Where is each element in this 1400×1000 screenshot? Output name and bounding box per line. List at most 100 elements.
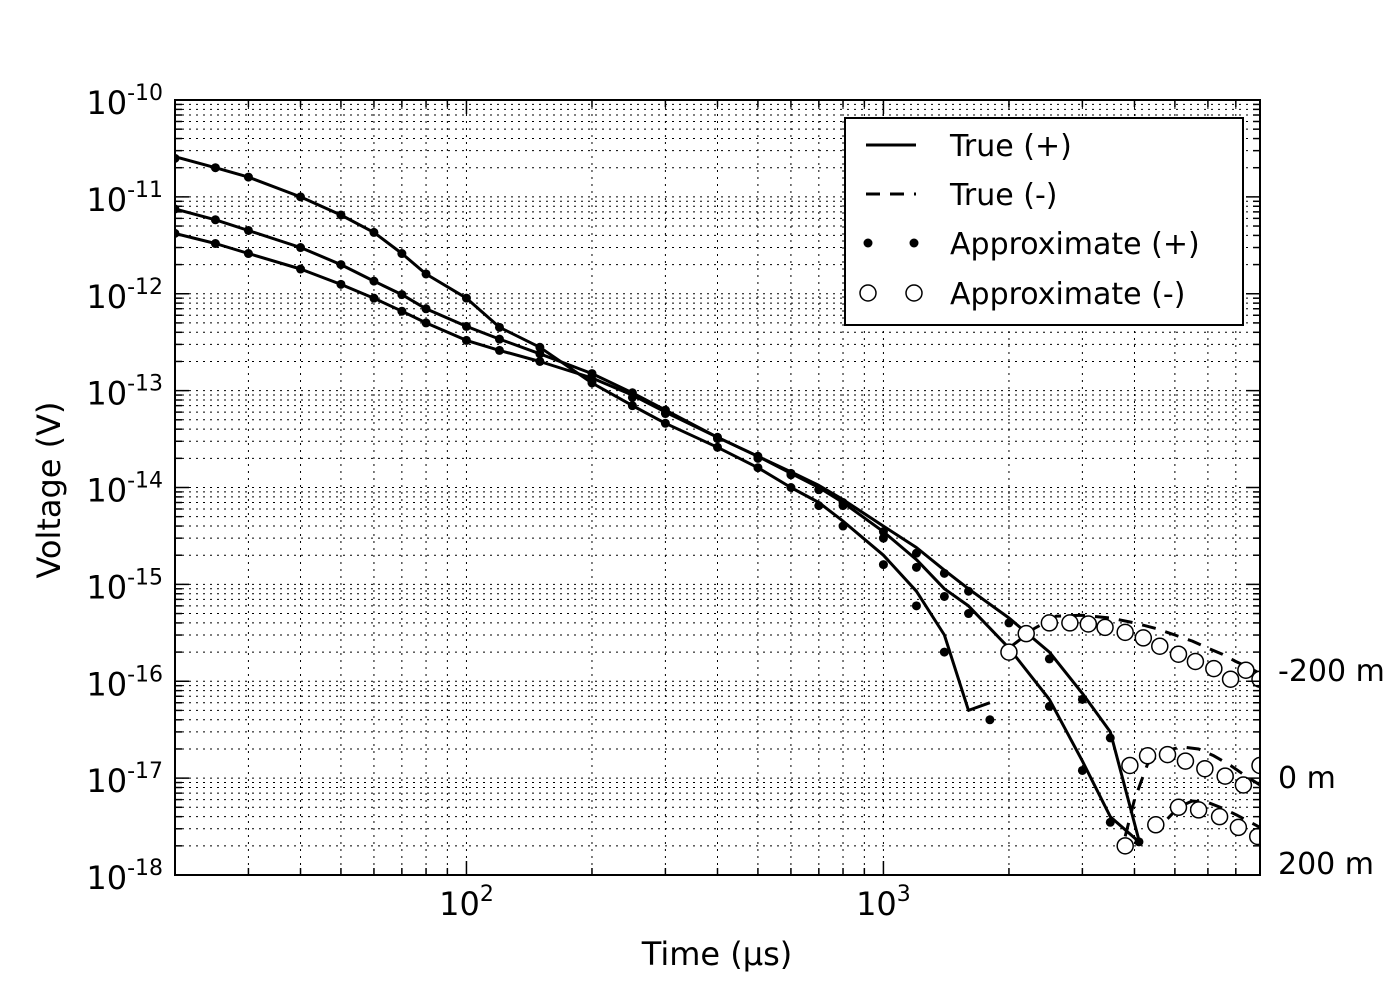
approx-pos-point [243,172,253,182]
approx-neg-point [1169,798,1188,817]
approx-neg-point [1061,614,1079,632]
legend-true-pos-label: True (+) [949,129,1072,164]
approx-pos-point [713,434,722,444]
approx-pos-point [397,290,407,300]
data-series [175,153,1260,855]
approx-pos-point [985,715,995,725]
approx-pos-point [397,249,407,259]
approx-pos-point [627,401,637,411]
y-tick-label: 10-13 [86,372,163,413]
approx-pos-point [814,501,824,511]
approx-pos-point [175,153,180,163]
approx-neg-point [1234,776,1253,794]
approx-pos-point [753,463,763,473]
approx-pos-point [878,527,888,537]
approx-neg-point [1147,816,1165,834]
approx-pos-point [838,521,848,531]
approx-pos-point [786,470,796,480]
approx-neg-point [1116,623,1134,642]
approx-neg-point [1121,756,1139,775]
approx-neg-point [1158,745,1177,764]
x-axis-label: Time (μs) [641,935,792,973]
legend-approx-neg-label: Approximate (-) [950,277,1185,312]
approx-neg-point [1138,747,1157,765]
approx-neg-point [1189,801,1208,819]
approx-pos-point [296,264,306,274]
approx-pos-point [421,318,431,328]
approx-neg-point [1079,615,1098,633]
approx-pos-point [397,306,407,316]
y-tick-label: 10-18 [86,856,163,897]
legend-approx-pos-label: Approximate (+) [950,227,1200,262]
legend: True (+) True (-) Approximate (+) Approx… [844,117,1244,326]
approx-pos-point [243,225,253,235]
approx-neg-point [1096,618,1114,637]
approx-pos-point [494,322,504,332]
true-pos-line-2 [175,231,1141,841]
approx-pos-point [627,392,637,402]
approx-pos-point [210,215,220,225]
approx-neg-point [1134,629,1153,647]
y-tick-label: 10-14 [86,469,163,510]
approx-pos-point [336,260,346,270]
approx-pos-point [786,483,796,492]
approx-pos-point [494,334,504,344]
approx-pos-point [964,609,974,619]
approx-pos-point [535,349,545,359]
approx-neg-point [1210,807,1229,826]
approx-neg-point [1017,624,1035,643]
annotation-200m: 200 m [1278,847,1374,882]
approx-neg-point [1151,637,1169,655]
approx-pos-point [461,335,471,345]
legend-approx-pos-dot-2 [909,238,919,248]
approx-neg-point [1237,661,1255,679]
x-tick-label: 103 [856,882,911,923]
x-tick-label: 102 [439,882,494,923]
approx-neg-point [1176,752,1195,770]
approx-pos-point [296,243,306,253]
tick-labels: 10-10 10-11 10-12 10-13 10-14 10-15 10-16 10-17… [86,81,910,923]
approx-neg-point [1251,756,1260,775]
y-tick-label: 10-11 [86,178,163,219]
y-tick-label: 10-15 [86,565,163,606]
approx-pos-point [494,345,504,355]
approx-pos-point [911,562,921,572]
approx-neg-point [1186,652,1205,671]
approx-pos-point [964,586,974,596]
approx-neg-point [1000,643,1018,661]
true-neg-line-8 [1166,799,1260,829]
approx-pos-point [660,409,670,419]
approx-neg-point [1169,645,1188,663]
approx-pos-point [243,249,253,259]
approx-pos-point [878,560,888,570]
approx-pos-point [939,647,949,657]
approx-pos-point [1105,733,1115,743]
approx-pos-point [1077,765,1087,775]
approx-neg-point [1040,614,1059,632]
approx-neg-point [1229,818,1248,837]
approx-pos-point [939,568,949,578]
legend-approx-neg-circle-1 [859,284,877,302]
legend-true-neg-label: True (-) [949,178,1058,213]
axis-ticks [174,100,1261,876]
approx-pos-point [1004,618,1014,628]
approx-neg-point [1205,659,1223,678]
approx-pos-point [369,293,379,303]
legend-approx-pos-dot-1 [863,238,873,248]
legend-approx-neg-circle-2 [905,284,923,302]
y-tick-label: 10-17 [86,759,163,800]
approx-pos-point [1105,817,1115,827]
approx-pos-point [535,342,545,352]
approx-pos-point [911,548,921,558]
y-tick-label: 10-10 [86,81,163,122]
approx-pos-point [421,269,431,279]
approx-pos-point [753,453,763,463]
approx-pos-point [421,304,431,314]
approx-pos-point [1044,654,1054,664]
approx-pos-point [1077,694,1087,704]
true-neg-line-7 [1123,745,1260,837]
approx-neg-point [1116,837,1134,855]
approx-pos-point [210,163,220,173]
approx-pos-point [336,210,346,220]
